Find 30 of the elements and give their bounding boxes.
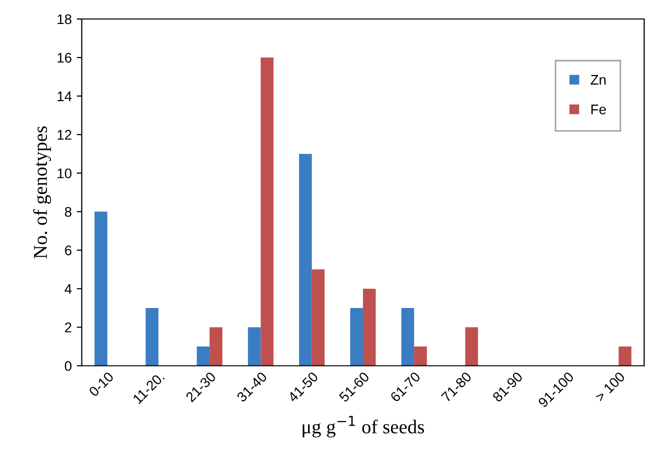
bar <box>248 327 261 366</box>
y-tick-label: 4 <box>64 284 72 294</box>
y-tick-label: 6 <box>65 246 72 256</box>
bar <box>94 212 108 366</box>
bar <box>299 154 312 366</box>
y-tick-label: 18 <box>58 14 72 24</box>
bar <box>260 58 274 366</box>
x-axis-title: μg g$^{−1}$ of seeds <box>302 416 424 438</box>
y-tick-label: 12 <box>58 130 72 140</box>
y-tick-label: 2 <box>65 322 72 332</box>
x-tick-label: > 100 <box>594 371 626 402</box>
y-tick-label: 0 <box>64 361 72 371</box>
legend-label: Zn <box>590 75 606 85</box>
bar <box>210 327 222 366</box>
y-axis-title: No. of genotypes <box>33 126 52 259</box>
y-tick-label: 16 <box>58 52 72 63</box>
bar <box>146 308 158 366</box>
bar <box>362 288 376 366</box>
x-tick-label: 0-10 <box>88 371 114 398</box>
y-tick-label: 10 <box>58 168 72 178</box>
bar <box>465 327 478 366</box>
bar <box>618 346 632 366</box>
legend-label: Fe <box>591 104 606 114</box>
bar <box>312 269 325 366</box>
bar <box>350 308 363 366</box>
bar <box>401 308 414 366</box>
y-tick-label: 8 <box>64 206 72 217</box>
bar <box>196 346 210 366</box>
bar <box>414 346 427 366</box>
y-tick-label: 14 <box>58 92 72 102</box>
